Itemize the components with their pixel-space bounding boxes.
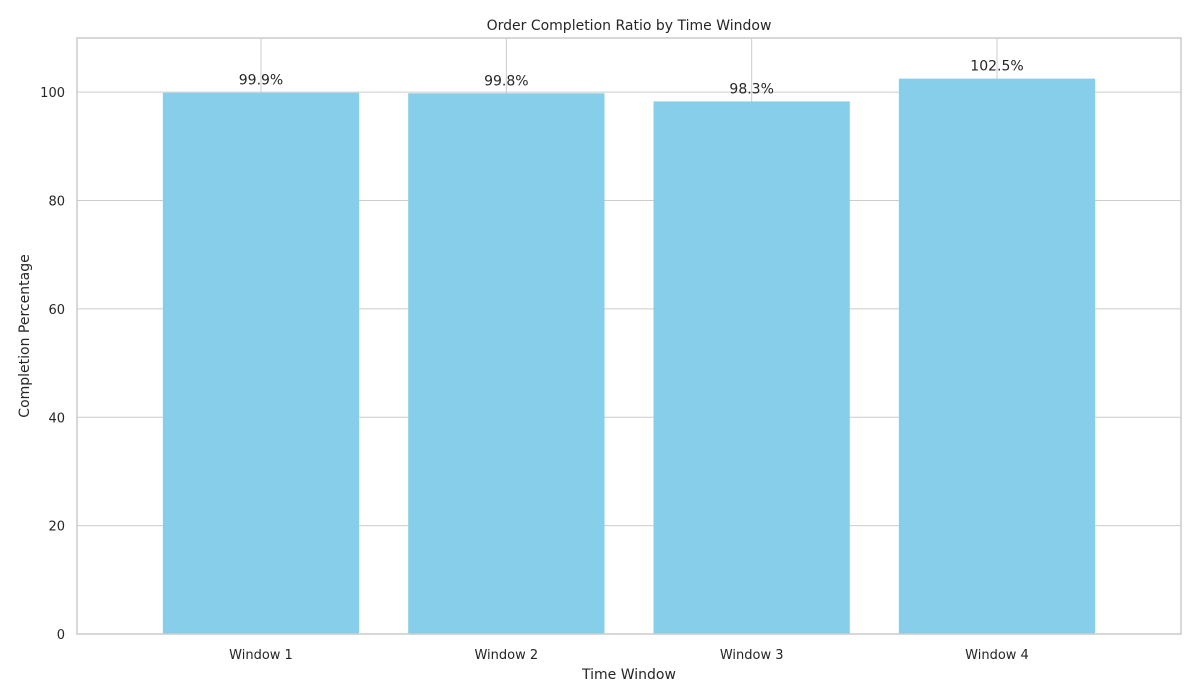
y-tick-label: 20 <box>48 520 65 535</box>
plot-frame <box>76 37 1182 635</box>
y-axis-label: Completion Percentage <box>17 254 33 417</box>
bar <box>898 78 1096 635</box>
bar-layer <box>162 78 1096 635</box>
y-tick-label: 40 <box>48 411 65 426</box>
x-tick-label: Window 1 <box>229 648 293 663</box>
data-label: 98.3% <box>729 81 773 97</box>
data-label-layer: 99.9% 99.8% 98.3% 102.5% <box>239 59 1024 98</box>
x-tick-label: Window 3 <box>720 648 784 663</box>
bar <box>408 93 605 635</box>
bar <box>162 92 360 634</box>
data-label: 99.8% <box>484 73 528 89</box>
x-tick-label: Window 4 <box>965 648 1029 663</box>
chart-title: Order Completion Ratio by Time Window <box>487 18 772 34</box>
y-tick-label: 60 <box>48 303 65 318</box>
frame-layer <box>76 37 1182 635</box>
x-tick-label: Window 2 <box>474 648 538 663</box>
bar <box>653 101 850 635</box>
x-axis-label: Time Window <box>581 667 676 683</box>
data-label: 99.9% <box>239 73 283 89</box>
y-tick-label: 80 <box>48 195 65 210</box>
y-tick-label: 100 <box>40 86 65 101</box>
data-label: 102.5% <box>970 59 1023 75</box>
tick-layer: 0 20 40 60 80 100 Window 1 Window 2 Window 3 Wind… <box>40 86 1029 663</box>
y-tick-label: 0 <box>57 628 65 643</box>
